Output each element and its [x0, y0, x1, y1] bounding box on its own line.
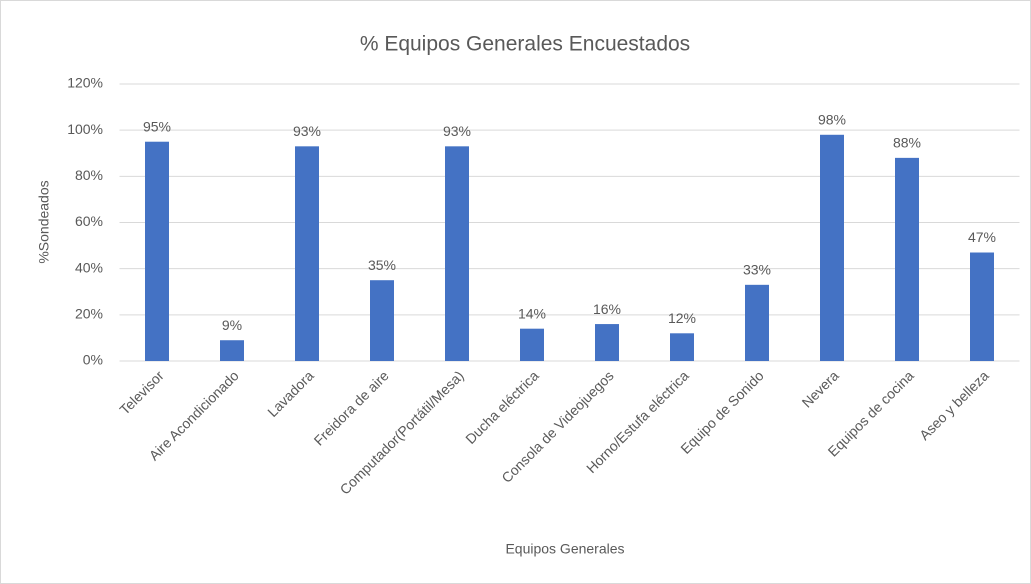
data-label: 35% [368, 257, 396, 273]
bar [445, 146, 469, 361]
bar [970, 252, 994, 361]
bar [220, 340, 244, 361]
data-label: 16% [593, 301, 621, 317]
bar [895, 157, 919, 361]
y-tick-label: 0% [83, 352, 103, 368]
bar [295, 146, 319, 361]
y-tick-label: 20% [75, 306, 103, 322]
bar [520, 328, 544, 361]
bar [820, 134, 844, 361]
bar [595, 324, 619, 361]
data-label: 88% [893, 135, 921, 151]
data-label: 12% [668, 310, 696, 326]
y-tick-label: 120% [67, 75, 103, 91]
bar [370, 280, 394, 361]
data-label: 47% [968, 229, 996, 245]
bar [670, 333, 694, 361]
y-tick-label: 60% [75, 213, 103, 229]
y-tick-label: 40% [75, 259, 103, 275]
bar [145, 141, 169, 361]
chart-title: % Equipos Generales Encuestados [360, 33, 690, 56]
data-label: 9% [222, 317, 242, 333]
data-label: 98% [818, 111, 846, 127]
bar [745, 284, 769, 361]
y-tick-label: 80% [75, 167, 103, 183]
data-label: 33% [743, 262, 771, 278]
data-label: 14% [518, 305, 546, 321]
x-axis-label: Equipos Generales [505, 541, 624, 557]
data-label: 93% [293, 123, 321, 139]
y-tick-label: 100% [67, 121, 103, 137]
data-label: 95% [143, 118, 171, 134]
y-axis-label: %Sondeados [36, 180, 52, 263]
data-label: 93% [443, 123, 471, 139]
